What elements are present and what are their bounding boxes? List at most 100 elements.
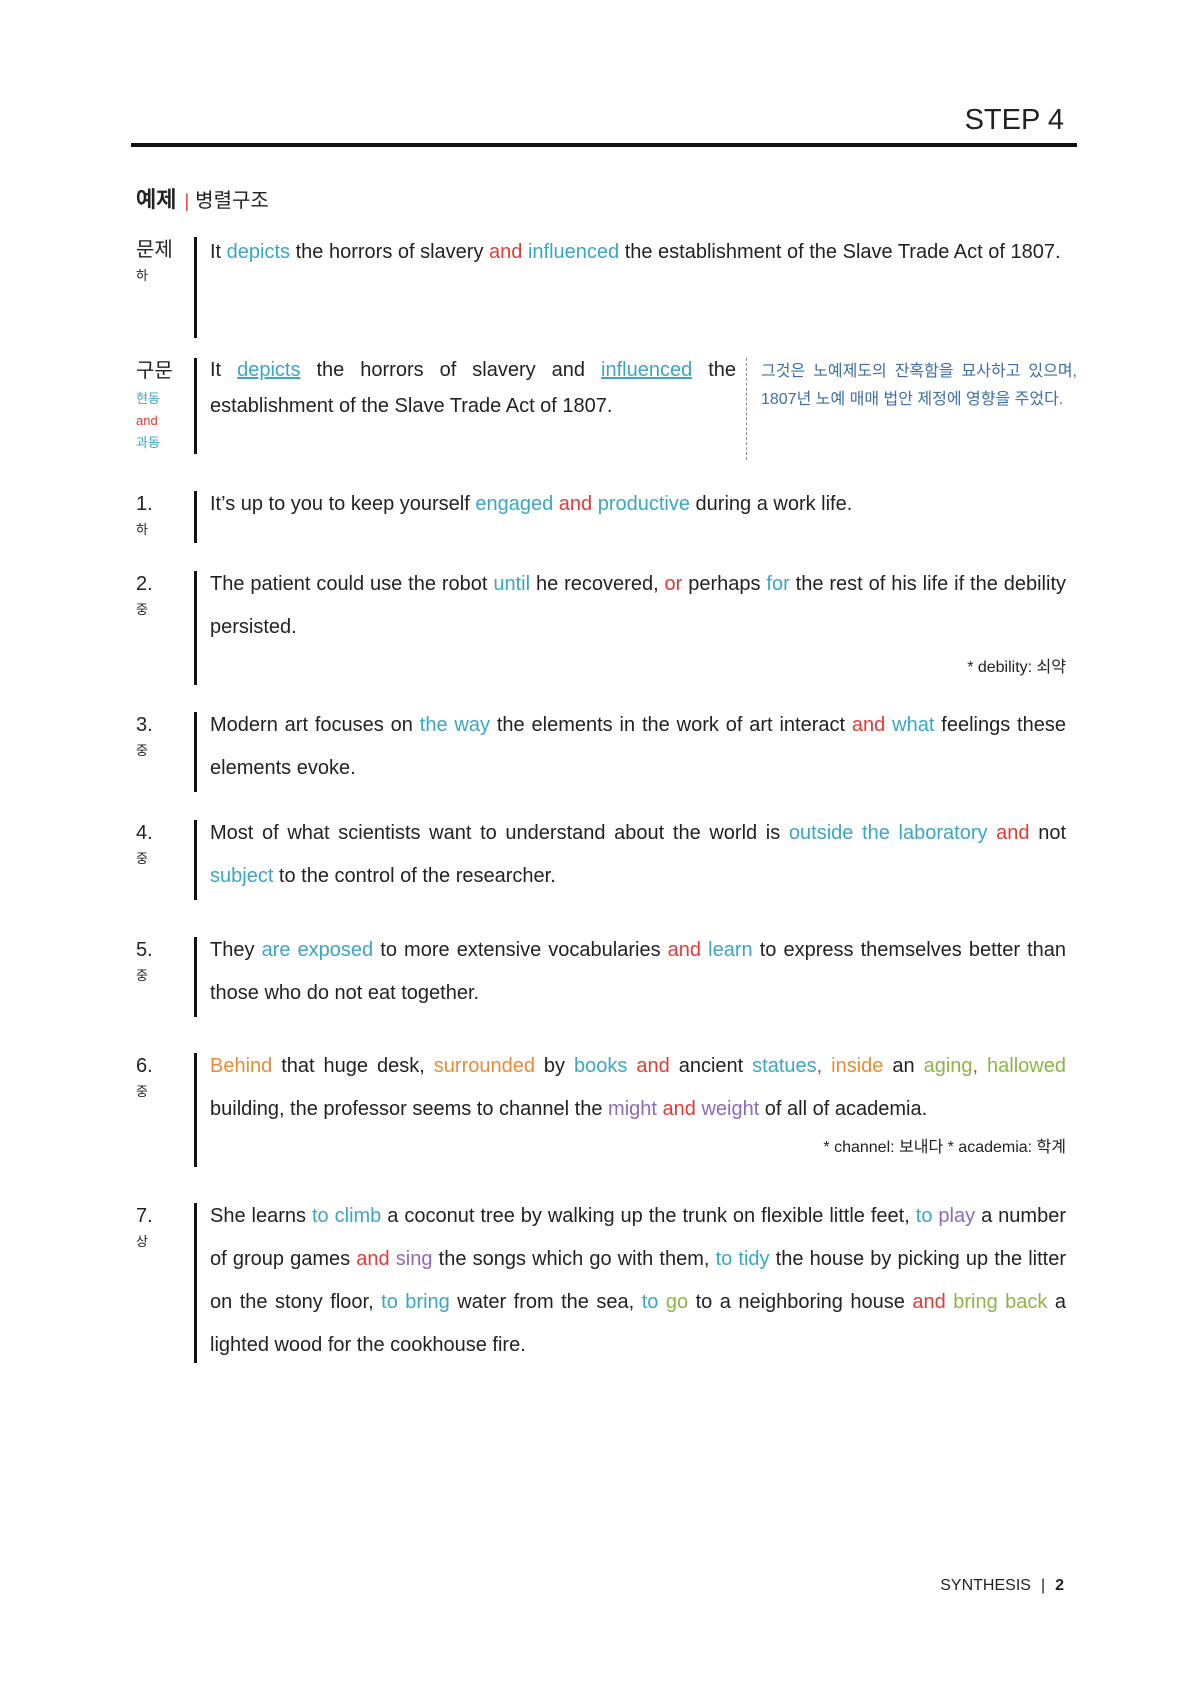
problem-block: 문제 하 It depicts the horrors of slavery a… (136, 237, 1066, 338)
highlight: to (641, 1291, 659, 1313)
item-bar (194, 491, 197, 543)
section-subtitle: 병렬구조 (195, 190, 269, 212)
item-text: She learns to climb a coconut tree by wa… (210, 1195, 1066, 1367)
text-run: a lighted wood for the cookhouse fire. (210, 1291, 1067, 1356)
highlight: to tidy (715, 1248, 770, 1270)
highlight: productive (597, 493, 690, 515)
highlight: go (665, 1291, 689, 1313)
text-run: of all of academia. (759, 1098, 928, 1120)
section-title: 예제 | 병렬구조 (136, 182, 269, 214)
highlight: engaged (475, 493, 554, 515)
text-run: the rest of his life if the debility per… (210, 573, 1066, 638)
item-number: 7. (136, 1205, 153, 1227)
highlight-conjunction: or (664, 573, 683, 595)
example-item-3: 3. 중 Modern art focuses on the way the el… (136, 712, 1066, 792)
highlight-verb: depicts (226, 241, 291, 263)
text-run: It’s up to you to keep yourself (210, 493, 476, 515)
syntax-tag: and (136, 413, 158, 428)
item-number: 4. (136, 822, 153, 844)
highlight: are exposed (261, 939, 374, 961)
example-item-1: 1. 하 It’s up to you to keep yourself enga… (136, 491, 1066, 543)
highlight-conjunction: and (636, 1055, 670, 1077)
example-item-6: 6. 중 Behind that huge desk, surrounded by… (136, 1053, 1066, 1167)
text-run: to express themselves better than those … (210, 939, 1067, 1004)
highlight: to (915, 1205, 933, 1227)
vocab-note: * channel: 보내다 * academia: 학계 (823, 1139, 1066, 1156)
problem-bar (194, 237, 197, 338)
text-run: that huge desk, (272, 1055, 434, 1077)
highlight-verb: influenced (527, 241, 620, 263)
highlight: Behind (210, 1055, 273, 1077)
item-text: It’s up to you to keep yourself engaged … (210, 483, 1066, 526)
item-text: Behind that huge desk, surrounded by boo… (210, 1045, 1066, 1131)
item-level: 중 (136, 968, 148, 983)
syntax-tag: 현동 (136, 391, 160, 406)
example-item-2: 2. 중 The patient could use the robot unti… (136, 571, 1066, 685)
text-run: the elements in the work of art interact (490, 714, 852, 736)
problem-level: 하 (136, 268, 148, 283)
highlight-verb: influenced (601, 359, 693, 381)
example-item-7: 7. 상 She learns to climb a coconut tree b… (136, 1203, 1066, 1363)
syntax-bar (194, 358, 197, 454)
highlight: statues (752, 1055, 817, 1077)
highlight: until (493, 573, 531, 595)
step-heading: STEP 4 (964, 104, 1064, 136)
section-label: 예제 (136, 187, 177, 212)
highlight-conjunction: and (558, 493, 593, 515)
text-run (627, 1055, 636, 1077)
header-rule (131, 143, 1077, 147)
highlight: aging (923, 1055, 973, 1077)
text-run: during a work life. (690, 493, 853, 515)
text-run: water from the sea, (449, 1291, 642, 1313)
item-text: Most of what scientists want to understa… (210, 812, 1066, 898)
item-number: 3. (136, 714, 153, 736)
highlight-conjunction: and (912, 1291, 946, 1313)
page-number: 2 (1055, 1577, 1064, 1594)
item-number: 6. (136, 1055, 153, 1077)
text-run: a number of group games (210, 1205, 1066, 1270)
highlight-verb: depicts (237, 359, 301, 381)
item-bar (194, 571, 197, 685)
highlight-conjunction: and (489, 241, 523, 263)
highlight: bring back (953, 1291, 1048, 1313)
item-bar (194, 1053, 197, 1167)
item-bar (194, 1203, 197, 1363)
page-footer: SYNTHESIS | 2 (940, 1577, 1064, 1595)
item-text: They are exposed to more extensive vocab… (210, 929, 1066, 1015)
item-number: 2. (136, 573, 153, 595)
text-run (987, 822, 996, 844)
highlight: surrounded (433, 1055, 535, 1077)
highlight: the way (419, 714, 490, 736)
text-run: the establishment of the Slave Trade Act… (210, 359, 737, 417)
text-run: Modern art focuses on (210, 714, 420, 736)
problem-label: 문제 (136, 239, 173, 261)
syntax-block: 구문 현동 and 과동 It depicts the horrors of s… (136, 358, 1077, 460)
text-run: an (883, 1055, 924, 1077)
footer-divider: | (1040, 1577, 1046, 1594)
highlight: books (574, 1055, 628, 1077)
text-run: the establishment of the Slave Trade Act… (619, 241, 1061, 263)
item-number: 1. (136, 493, 153, 515)
highlight-conjunction: and (667, 939, 702, 961)
text-run: the horrors of slavery and (300, 359, 602, 381)
text-run: not (1029, 822, 1066, 844)
item-bar (194, 712, 197, 792)
example-item-4: 4. 중 Most of what scientists want to unde… (136, 820, 1066, 900)
item-level: 중 (136, 602, 148, 617)
problem-text: It depicts the horrors of slavery and in… (210, 231, 1066, 274)
highlight-conjunction: and (996, 822, 1030, 844)
highlight: for (766, 573, 790, 595)
item-level: 상 (136, 1234, 148, 1249)
highlight: sing (395, 1248, 433, 1270)
highlight-conjunction: and (356, 1248, 390, 1270)
text-run: to more extensive vocabularies (373, 939, 668, 961)
highlight: learn (708, 939, 753, 961)
highlight: to bring (381, 1291, 450, 1313)
section-divider: | (184, 191, 190, 211)
highlight: what (892, 714, 935, 736)
text-run: She learns (210, 1205, 312, 1227)
text-run: feelings these elements evoke. (210, 714, 1066, 779)
text-run: The patient could use the robot (210, 573, 494, 595)
text-run: a coconut tree by walking up the trunk o… (381, 1205, 916, 1227)
text-run: It (210, 359, 238, 381)
